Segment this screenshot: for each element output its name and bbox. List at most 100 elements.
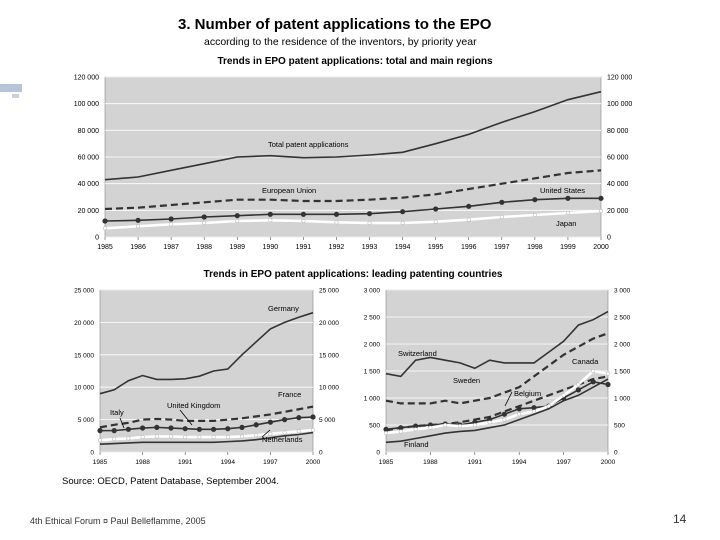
y-tick-label-right: 0 bbox=[614, 450, 618, 457]
y-tick-label-left: 5 000 bbox=[78, 417, 95, 424]
annotation-arrow bbox=[261, 429, 271, 438]
y-tick-label-right: 40 000 bbox=[607, 181, 629, 188]
data-point bbox=[97, 428, 103, 434]
y-tick-label-right: 500 bbox=[614, 423, 625, 430]
data-point bbox=[532, 409, 537, 414]
x-tick-label: 1988 bbox=[423, 459, 438, 466]
data-point bbox=[254, 433, 259, 438]
data-point bbox=[196, 426, 202, 432]
footer-text: 4th Ethical Forum ¤ Paul Belleflamme, 20… bbox=[30, 516, 206, 526]
data-point bbox=[443, 423, 448, 428]
y-tick-label-right: 5 000 bbox=[319, 417, 336, 424]
data-point bbox=[400, 220, 405, 225]
data-point bbox=[225, 435, 230, 440]
series-line-united-states bbox=[104, 197, 601, 222]
data-point bbox=[575, 387, 582, 393]
data-point bbox=[413, 423, 419, 429]
data-point bbox=[169, 222, 174, 227]
data-point bbox=[433, 219, 438, 224]
y-tick-label-right: 2 000 bbox=[614, 342, 631, 349]
y-tick-label-right: 0 bbox=[319, 450, 323, 457]
series-line-germany bbox=[99, 311, 314, 395]
data-point bbox=[183, 435, 188, 440]
data-point bbox=[268, 218, 273, 223]
data-point bbox=[599, 208, 604, 213]
y-tick-label-left: 0 bbox=[376, 450, 380, 457]
data-point bbox=[433, 206, 439, 212]
data-point bbox=[532, 212, 537, 217]
y-tick-label-right: 3 000 bbox=[614, 288, 631, 295]
x-tick-label: 1997 bbox=[494, 244, 510, 251]
series-label-finland: Finland bbox=[404, 440, 429, 449]
data-point bbox=[239, 434, 244, 439]
series-line-netherlands bbox=[99, 431, 314, 446]
data-point bbox=[333, 211, 340, 217]
data-point bbox=[235, 218, 240, 223]
data-point bbox=[168, 434, 173, 439]
y-tick-label-right: 20 000 bbox=[319, 320, 339, 327]
y-tick-label-left: 10 000 bbox=[74, 385, 94, 392]
data-point bbox=[428, 425, 433, 430]
x-tick-label: 1992 bbox=[329, 244, 345, 251]
data-point bbox=[384, 431, 389, 436]
data-point bbox=[413, 427, 418, 432]
x-tick-label: 1998 bbox=[527, 244, 543, 251]
series-line-japan bbox=[104, 209, 602, 230]
data-point bbox=[466, 203, 472, 209]
data-point bbox=[487, 420, 492, 425]
y-tick-label-right: 2 500 bbox=[614, 315, 631, 322]
data-point bbox=[311, 427, 316, 432]
data-point bbox=[182, 426, 188, 432]
series-label-european-union: European Union bbox=[262, 186, 316, 195]
data-point bbox=[517, 412, 522, 417]
data-point bbox=[458, 424, 463, 429]
series-label-switzerland: Switzerland bbox=[398, 349, 437, 358]
data-point bbox=[367, 220, 372, 225]
x-tick-label: 1994 bbox=[395, 244, 411, 251]
series-label-united-kingdom: United Kingdom bbox=[167, 401, 220, 410]
annotation-arrow bbox=[179, 409, 193, 426]
data-point bbox=[268, 431, 273, 436]
chart-title: Trends in EPO patent applications: leadi… bbox=[204, 269, 503, 280]
series-line-belgium bbox=[385, 380, 609, 431]
series-label-netherlands: Netherlands bbox=[262, 435, 303, 444]
data-point bbox=[136, 224, 141, 229]
annotation-arrow bbox=[119, 417, 125, 429]
series-label-canada: Canada bbox=[572, 357, 599, 366]
data-point bbox=[282, 430, 287, 435]
data-point bbox=[102, 218, 108, 224]
x-tick-label: 1996 bbox=[461, 244, 477, 251]
slide-subtitle: according to the residence of the invent… bbox=[204, 36, 477, 48]
y-tick-label-right: 80 000 bbox=[607, 128, 629, 135]
y-tick-label-right: 10 000 bbox=[319, 385, 339, 392]
series-label-total-patent-applications: Total patent applications bbox=[268, 140, 349, 149]
y-tick-label-left: 3 000 bbox=[364, 288, 381, 295]
data-point bbox=[225, 426, 231, 432]
data-point bbox=[168, 216, 174, 222]
y-tick-label-left: 100 000 bbox=[74, 101, 99, 108]
data-point bbox=[140, 435, 145, 440]
x-tick-label: 1988 bbox=[196, 244, 212, 251]
data-point bbox=[472, 423, 477, 428]
data-point bbox=[398, 425, 404, 431]
data-point bbox=[531, 405, 537, 411]
x-tick-label: 1991 bbox=[296, 244, 312, 251]
series-label-germany: Germany bbox=[268, 304, 299, 313]
data-point bbox=[598, 195, 604, 201]
data-point bbox=[253, 422, 259, 428]
data-point bbox=[125, 426, 131, 432]
data-point bbox=[234, 213, 240, 219]
data-point bbox=[499, 214, 504, 219]
data-point bbox=[565, 210, 570, 215]
x-tick-label: 1999 bbox=[560, 244, 576, 251]
data-point bbox=[301, 218, 306, 223]
y-tick-label-left: 0 bbox=[95, 235, 99, 242]
data-point bbox=[383, 426, 389, 432]
series-label-france: France bbox=[278, 390, 301, 399]
x-tick-label: 1991 bbox=[178, 459, 193, 466]
series-label-united-states: United States bbox=[540, 186, 585, 195]
y-tick-label-right: 15 000 bbox=[319, 352, 339, 359]
x-tick-label: 1986 bbox=[130, 244, 146, 251]
x-tick-label: 1985 bbox=[93, 459, 108, 466]
y-tick-label-left: 2 500 bbox=[364, 315, 381, 322]
